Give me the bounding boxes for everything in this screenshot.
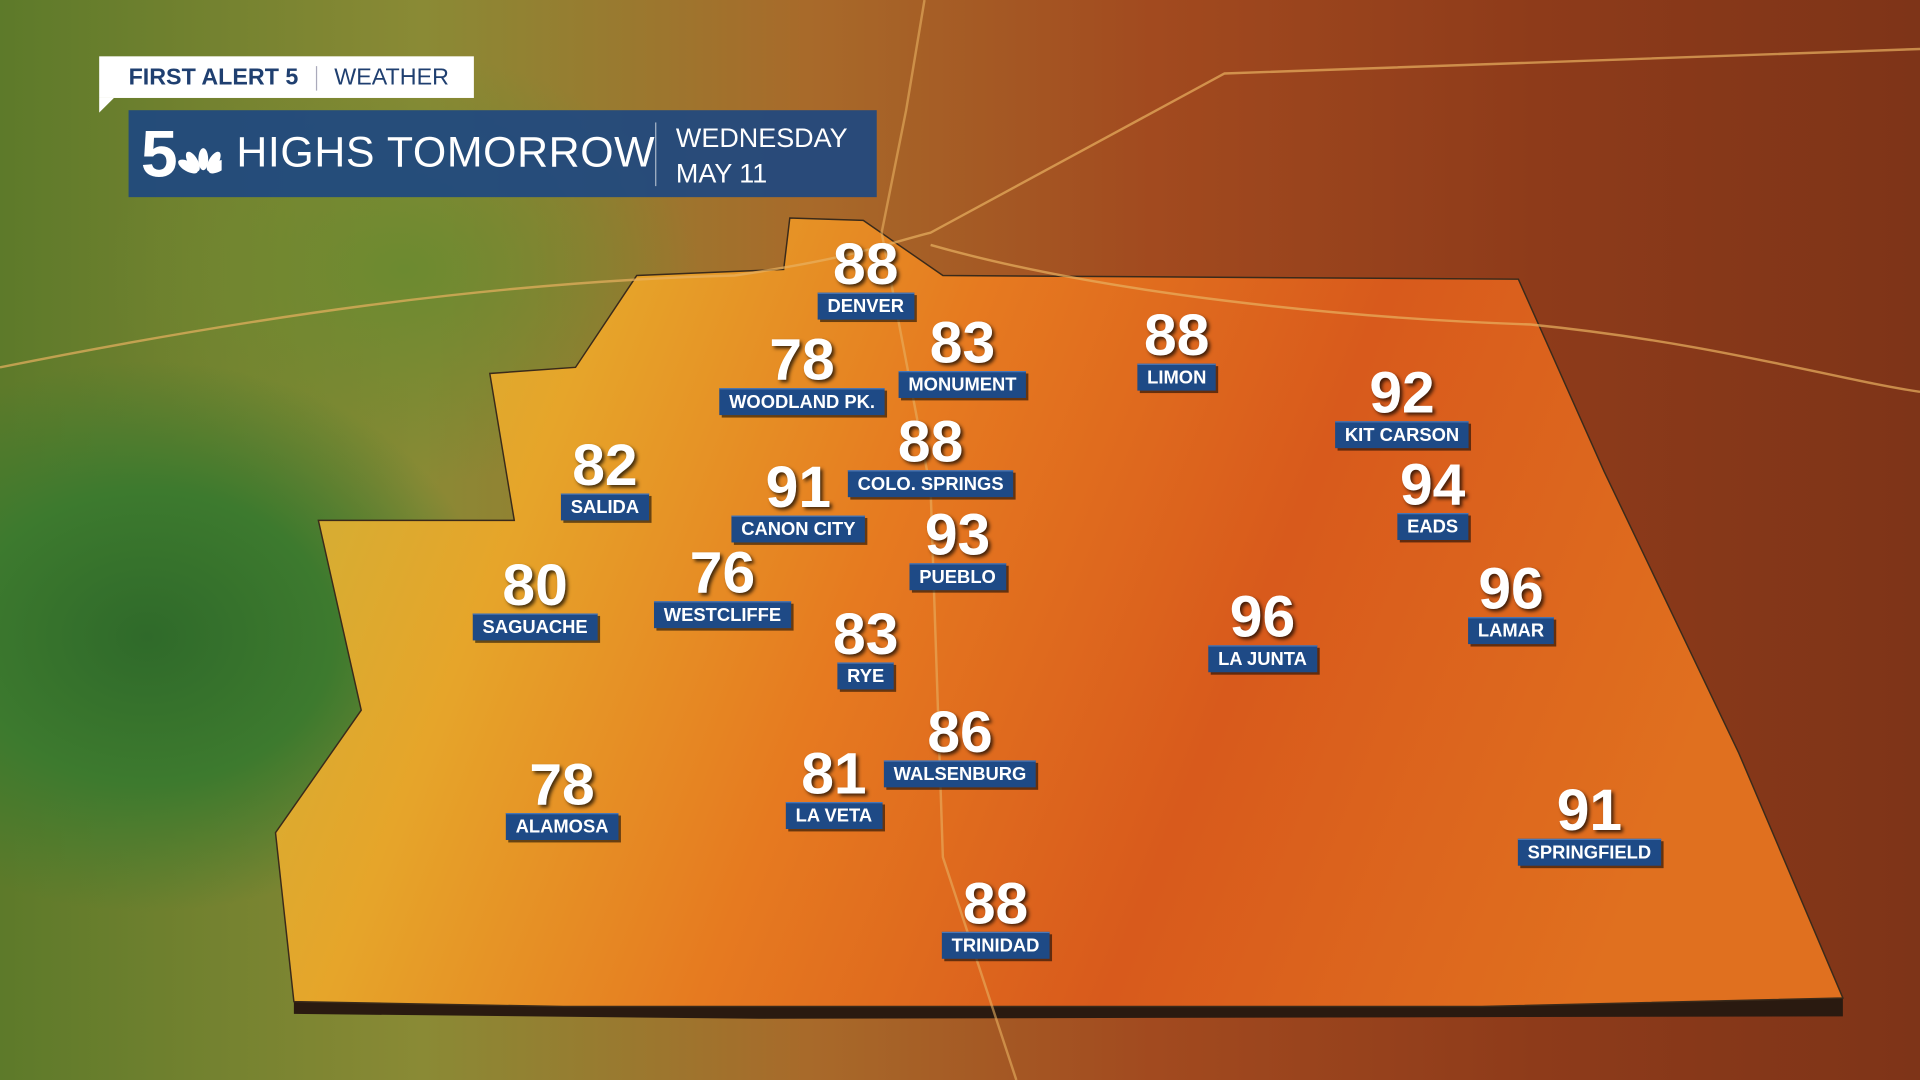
city-name: LA JUNTA [1208, 645, 1317, 673]
title-banner: 5 HIGHS TOMORROW WEDNESDAY MAY 11 [128, 110, 877, 198]
brand-tab: FIRST ALERT 5 WEATHER [99, 56, 474, 113]
city-name: EADS [1397, 513, 1468, 541]
high-temperature: 96 [1229, 585, 1296, 651]
divider [655, 122, 657, 187]
high-temperature: 83 [833, 602, 899, 668]
forecast-region [274, 217, 1844, 1008]
svg-text:5: 5 [141, 120, 178, 184]
brand-suffix: WEATHER [334, 64, 449, 91]
high-temperature: 82 [572, 433, 638, 499]
divider [315, 66, 318, 91]
high-temperature: 81 [801, 742, 867, 807]
city-name: ALAMOSA [505, 813, 619, 841]
high-temperature: 88 [1144, 303, 1210, 369]
high-temperature: 93 [924, 503, 991, 569]
city-name: COLO. SPRINGS [847, 470, 1014, 498]
brand-name: FIRST ALERT 5 [128, 64, 299, 91]
nbc5-logo-icon: 5 [141, 120, 222, 184]
city-name: SALIDA [560, 493, 649, 521]
high-temperature: 86 [927, 700, 993, 766]
city-name: TRINIDAD [941, 931, 1050, 959]
high-temperature: 80 [502, 553, 568, 619]
high-temperature: 92 [1369, 361, 1435, 427]
high-temperature: 91 [1556, 778, 1623, 844]
city-name: WOODLAND PK. [719, 388, 885, 416]
high-temperature: 88 [897, 410, 964, 476]
page-title: HIGHS TOMORROW [236, 128, 656, 177]
city-name: MONUMENT [898, 371, 1027, 398]
city-name: KIT CARSON [1335, 421, 1469, 449]
date-label: MAY 11 [675, 157, 768, 189]
high-temperature: 94 [1399, 453, 1466, 518]
high-temperature: 78 [769, 328, 835, 394]
city-name: CANON CITY [731, 515, 866, 543]
city-name: LA VETA [785, 802, 882, 829]
high-temperature: 83 [929, 311, 996, 376]
high-temperature: 78 [529, 753, 595, 818]
high-temperature: 91 [765, 455, 832, 521]
city-name: RYE [837, 662, 895, 690]
high-temperature: 88 [833, 232, 899, 298]
highway [880, 0, 1018, 1080]
city-name: WALSENBURG [883, 760, 1037, 788]
high-temperature: 76 [689, 541, 756, 607]
city-name: SAGUACHE [472, 613, 598, 641]
high-temperature: 88 [962, 871, 1029, 937]
city-name: DENVER [817, 292, 914, 320]
highway [930, 243, 1920, 394]
high-temperature: 96 [1478, 557, 1544, 623]
city-name: SPRINGFIELD [1517, 838, 1661, 866]
city-name: LAMAR [1468, 617, 1554, 645]
forecast-date: WEDNESDAY MAY 11 [676, 120, 848, 191]
day-label: WEDNESDAY [675, 122, 848, 154]
city-name: WESTCLIFFE [653, 601, 791, 629]
region-shadow [293, 997, 1843, 1019]
city-name: PUEBLO [909, 563, 1006, 591]
city-name: LIMON [1137, 363, 1217, 391]
